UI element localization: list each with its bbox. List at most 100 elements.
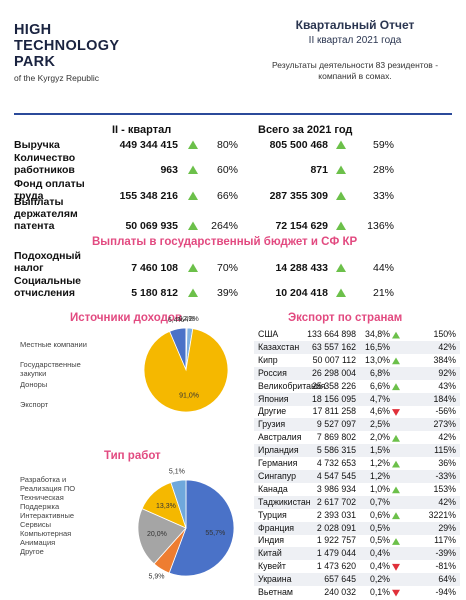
amount: 657 645 — [324, 574, 356, 585]
country: Сингапур — [258, 470, 296, 481]
share: 1,5% — [369, 445, 390, 456]
share: 0,4% — [369, 561, 390, 572]
row-label: Фонд оплаты труда — [14, 178, 85, 202]
share: 34,8% — [365, 329, 390, 339]
amount: 63 557 162 — [311, 341, 356, 352]
amount: 5 586 315 — [316, 445, 356, 456]
slice-label: 0,4% — [179, 316, 195, 323]
export-row: Индия 1 922 757 0,5% 117% — [254, 534, 460, 547]
export-row: Великобритания 25 358 226 6,6% 43% — [254, 380, 460, 393]
arrow-up — [392, 486, 400, 494]
row-label: Подоходный налог — [14, 250, 81, 274]
legend-item: Местные компании — [20, 340, 87, 349]
change: 273% — [433, 419, 457, 430]
table-row: Количество работников 963 60% 871 28% — [14, 152, 394, 176]
slice-label: 91,0% — [179, 393, 199, 400]
section-title: Выплаты в государственный бюджет и СФ КР — [92, 236, 358, 248]
change: 43% — [438, 380, 456, 391]
change: 136% — [367, 220, 394, 232]
amount: 17 811 258 — [312, 406, 356, 417]
row-label: Выручка — [14, 139, 60, 151]
change: 64% — [438, 574, 456, 585]
arrow-up — [392, 538, 400, 545]
country: Грузия — [258, 419, 286, 430]
arrow-up — [336, 263, 346, 272]
arrow-up — [392, 331, 400, 339]
export-row: Турция 2 393 031 0,6% 3221% — [254, 509, 460, 522]
share: 4,7% — [369, 393, 390, 404]
change: 92% — [438, 367, 456, 378]
change: 33% — [372, 190, 394, 202]
share: 1,2% — [369, 470, 390, 481]
value: 871 — [310, 164, 328, 176]
country: США — [258, 329, 279, 339]
country: Россия — [258, 367, 287, 378]
arrow-up — [336, 221, 346, 230]
country: Индия — [258, 535, 284, 546]
arrow-up — [392, 460, 400, 468]
value: 14 288 433 — [275, 262, 328, 274]
export-row: Вьетнам 240 032 0,1% -94% — [254, 586, 460, 599]
share: 13,0% — [365, 354, 390, 365]
export-row: Грузия 9 527 097 2,5% 273% — [254, 418, 460, 432]
country: Кипр — [258, 354, 278, 365]
arrow-up — [188, 288, 198, 297]
amount: 26 298 004 — [311, 367, 356, 378]
change: 80% — [216, 139, 238, 151]
country: Кувейт — [258, 561, 286, 572]
export-row: Кувейт 1 473 620 0,4% -81% — [254, 560, 460, 573]
logo-line: HIGH — [14, 22, 52, 38]
legend-item: Доноры — [20, 380, 48, 389]
export-row: Япония 18 156 095 4,7% 184% — [254, 392, 460, 406]
change: 39% — [216, 287, 238, 299]
change: 153% — [433, 483, 457, 494]
export-row: Кипр 50 007 112 13,0% 384% — [254, 354, 460, 367]
arrow-up — [336, 191, 346, 200]
export-row: Таджикистан 2 617 702 0,7% 42% — [254, 495, 460, 509]
logo-line: PARK — [14, 54, 56, 70]
amount: 133 664 898 — [307, 329, 356, 339]
value: 963 — [160, 164, 178, 176]
value: 72 154 629 — [275, 220, 328, 232]
arrow-up — [188, 191, 198, 200]
pie-slice — [137, 508, 187, 565]
amount: 25 358 226 — [311, 380, 356, 391]
share: 0,2% — [369, 574, 390, 585]
country: Украина — [258, 574, 292, 585]
legend-item: Другое — [20, 547, 44, 556]
country: Германия — [258, 458, 298, 468]
share: 0,5% — [369, 535, 390, 546]
value: 5 180 812 — [131, 287, 178, 299]
column-header: II - квартал — [112, 124, 172, 136]
change: -81% — [435, 561, 456, 572]
change: 384% — [433, 354, 457, 365]
export-row: Другие 17 811 258 4,6% -56% — [254, 405, 460, 418]
arrow-down — [392, 563, 400, 571]
change: 42% — [438, 341, 456, 352]
export-row: Россия 26 298 004 6,8% 92% — [254, 366, 460, 380]
logo: HIGH TECHNOLOGY PARK — [14, 22, 119, 70]
slice-label: 6,4% — [168, 317, 184, 324]
amount: 1 473 620 — [316, 561, 356, 572]
legend-item: Разработка и Реализация ПО — [20, 475, 76, 493]
country: Франция — [258, 522, 295, 533]
share: 0,1% — [369, 587, 390, 597]
export-row: Германия 4 732 653 1,2% 36% — [254, 457, 460, 470]
value: 50 069 935 — [125, 220, 178, 232]
slice-label: 5,9% — [149, 574, 165, 581]
change: 42% — [438, 496, 456, 507]
export-row: США 133 664 898 34,8% 150% — [254, 328, 460, 341]
amount: 240 032 — [324, 587, 356, 597]
arrow-down — [392, 589, 400, 597]
arrow-up — [392, 357, 400, 365]
country: Казахстан — [258, 341, 300, 352]
share: 1,2% — [369, 458, 390, 468]
row-label: Выплаты держателям патента — [14, 196, 78, 232]
arrow-up — [336, 140, 346, 149]
slice-label: 20,0% — [147, 531, 167, 538]
value: 10 204 418 — [275, 287, 328, 299]
change: -33% — [435, 470, 456, 481]
change: 184% — [433, 393, 457, 404]
export-row: Китай 1 479 044 0,4% -39% — [254, 547, 460, 561]
